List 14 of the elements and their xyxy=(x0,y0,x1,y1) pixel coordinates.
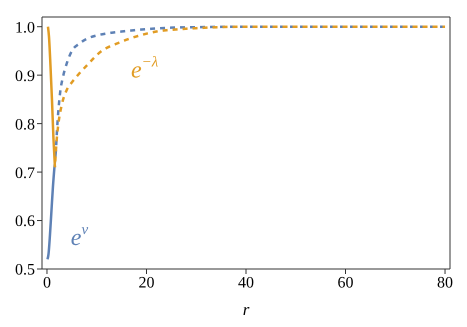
y-tick-label: 0.7 xyxy=(15,164,35,182)
x-tick-label: 0 xyxy=(42,274,51,292)
y-tick-label: 0.9 xyxy=(15,68,35,85)
y-tick-label: 0.8 xyxy=(15,116,35,134)
series-label: e$^{−λ}$ xyxy=(130,55,159,84)
y-tick-label: 0.5 xyxy=(15,262,35,279)
y-tick-label: 1.0 xyxy=(15,19,35,36)
series-label: e$^{ν}$ xyxy=(70,222,88,250)
x-tick-label: 20 xyxy=(138,274,154,292)
x-tick-label: 60 xyxy=(338,274,354,292)
x-tick-label: 40 xyxy=(238,274,254,292)
y-tick-label: 0.6 xyxy=(15,213,35,230)
x-tick-label: 80 xyxy=(437,274,454,292)
x-axis-title: r xyxy=(242,300,250,319)
